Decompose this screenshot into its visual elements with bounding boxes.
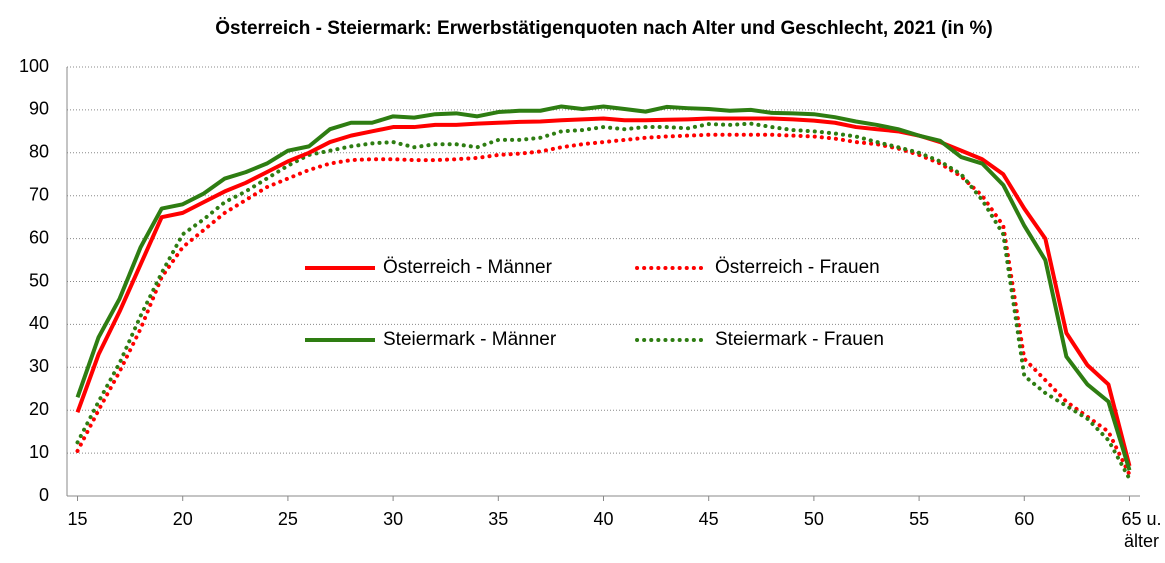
series-line <box>75 132 1132 477</box>
x-tick-label: 60 <box>1014 509 1034 529</box>
x-tick-label-box: 65 u. älter <box>1121 509 1162 551</box>
x-tick-label: 45 <box>699 509 719 529</box>
x-tick-label: 35 <box>488 509 508 529</box>
y-tick-label: 60 <box>29 227 49 247</box>
y-tick-label: 70 <box>29 184 49 204</box>
x-tick-label: 30 <box>383 509 403 529</box>
y-tick-label: 100 <box>19 56 49 76</box>
x-tick-label: 65 u. älter <box>1121 509 1162 551</box>
x-tick-label: 50 <box>804 509 824 529</box>
y-tick-label: 10 <box>29 442 49 462</box>
y-tick-label: 90 <box>29 99 49 119</box>
x-tick-label: 15 <box>68 509 88 529</box>
x-tick-label: 20 <box>173 509 193 529</box>
legend-label: Steiermark - Männer <box>383 329 557 350</box>
y-tick-label: 0 <box>39 485 49 505</box>
y-tick-label: 50 <box>29 270 49 290</box>
x-tick-label: 40 <box>593 509 613 529</box>
series-line <box>75 121 1132 481</box>
legend-label: Steiermark - Frauen <box>715 329 884 350</box>
x-tick-label: 55 <box>909 509 929 529</box>
series-line <box>75 104 1132 471</box>
y-tick-label: 30 <box>29 356 49 376</box>
legend-label: Österreich - Männer <box>383 257 553 278</box>
y-tick-label: 20 <box>29 399 49 419</box>
legend-label: Österreich - Frauen <box>715 257 880 278</box>
y-tick-label: 40 <box>29 313 49 333</box>
series-line <box>75 116 1132 467</box>
y-tick-label: 80 <box>29 142 49 162</box>
chart-title: Österreich - Steiermark: Erwerbstätigenq… <box>215 18 992 39</box>
x-tick-label: 25 <box>278 509 298 529</box>
